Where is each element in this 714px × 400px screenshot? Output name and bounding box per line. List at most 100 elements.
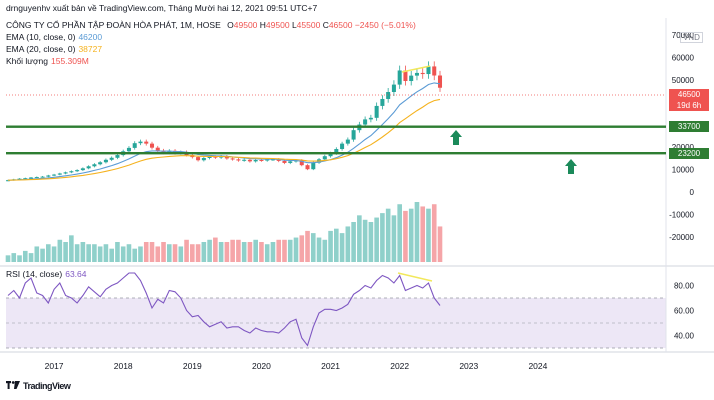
- volume-bar: [132, 248, 138, 262]
- rsi-line: [7, 272, 441, 347]
- legend-ema10[interactable]: EMA (10, close, 0) 46200: [6, 32, 103, 42]
- volume-bar: [5, 255, 11, 262]
- price-tick-label: -20000: [669, 233, 694, 242]
- candle: [374, 102, 379, 121]
- ema-lines: [7, 82, 441, 181]
- time-tick-label: 2024: [528, 361, 547, 371]
- time-tick-label: 2018: [114, 361, 133, 371]
- candle: [63, 171, 68, 175]
- candle: [86, 165, 91, 170]
- candle-body: [305, 165, 310, 170]
- candle-body: [207, 156, 212, 158]
- volume-bar: [172, 244, 178, 262]
- volume-bar: [310, 233, 316, 262]
- candle: [29, 176, 34, 179]
- candle-body: [334, 149, 339, 154]
- candle-body: [253, 160, 258, 162]
- candle: [340, 141, 345, 151]
- candle-body: [126, 147, 131, 152]
- candle: [149, 141, 155, 150]
- candle-body: [103, 159, 108, 163]
- volume-bar: [322, 239, 328, 262]
- candle-body: [414, 72, 419, 76]
- volume-bar: [293, 237, 299, 262]
- rsi-divergence-line[interactable]: [397, 272, 433, 282]
- volume-bar: [305, 230, 310, 262]
- time-tick-label: 2021: [321, 361, 340, 371]
- time-tick-label: 2017: [45, 361, 64, 371]
- candle-body: [397, 70, 402, 85]
- legend-ema20[interactable]: EMA (20, close, 0) 38727: [6, 44, 103, 54]
- candle-body: [236, 159, 241, 161]
- candle-body: [75, 170, 80, 172]
- time-tick-label: 2020: [252, 361, 271, 371]
- candle: [132, 141, 137, 150]
- volume-bar: [397, 204, 402, 262]
- volume-bar: [403, 210, 408, 262]
- candle: [426, 61, 431, 79]
- candle-body: [5, 180, 11, 182]
- candle-body: [403, 70, 408, 82]
- support-level-33700[interactable]: [6, 125, 666, 128]
- volume-bar: [155, 246, 161, 262]
- ema-20-line: [7, 98, 441, 181]
- volume-bar: [63, 242, 68, 262]
- support-level-23200[interactable]: [6, 152, 666, 155]
- volume-bar: [368, 222, 374, 262]
- candle: [23, 177, 28, 180]
- candle-body: [23, 178, 28, 180]
- volume-bar: [11, 253, 17, 262]
- volume-bar: [264, 244, 270, 262]
- volume-bar: [207, 239, 212, 262]
- candle-body: [132, 143, 137, 148]
- volume-bar: [431, 204, 437, 262]
- volume-bar: [178, 246, 184, 262]
- price-tick-label: 20000: [672, 143, 695, 152]
- candle-body: [138, 141, 143, 144]
- candle-body: [386, 92, 391, 99]
- candle: [138, 139, 143, 146]
- up-arrow-icon[interactable]: [565, 159, 577, 174]
- volume-bar: [391, 215, 397, 262]
- candle-body: [276, 159, 281, 161]
- candle-body: [380, 98, 385, 106]
- candle: [115, 153, 120, 160]
- volume-bar: [414, 202, 420, 262]
- volume-bar: [143, 242, 149, 262]
- candle: [363, 116, 368, 128]
- volume-bar: [253, 239, 258, 262]
- candle: [46, 174, 51, 178]
- candle: [253, 158, 258, 163]
- legend-volume[interactable]: Khối lượng 155.309M: [6, 56, 89, 66]
- currency-label: VND: [680, 32, 703, 43]
- rsi-tick-label: 80.00: [674, 282, 695, 291]
- candle-body: [437, 75, 443, 88]
- price-divergence-line[interactable]: [401, 65, 431, 73]
- candle-body: [242, 159, 247, 161]
- volume-bar: [218, 242, 224, 262]
- volume-bar: [385, 208, 391, 262]
- up-arrow-icon[interactable]: [450, 130, 462, 145]
- candle-body: [420, 72, 425, 75]
- rsi-tick-label: 60.00: [674, 307, 695, 316]
- candle: [201, 156, 206, 162]
- candle-body: [363, 119, 368, 125]
- volume-bar: [236, 239, 241, 262]
- volume-bar: [259, 242, 264, 262]
- candle: [69, 170, 74, 174]
- volume-bar: [115, 242, 120, 262]
- volume-bar: [34, 246, 40, 262]
- candle-body: [345, 139, 350, 144]
- candle-body: [52, 174, 57, 176]
- legend-rsi[interactable]: RSI (14, close) 63.64: [6, 269, 87, 279]
- volume-bar: [109, 248, 114, 262]
- candle-body: [282, 160, 287, 163]
- candle-body: [80, 168, 85, 171]
- candle-body: [374, 105, 379, 118]
- candle: [75, 169, 80, 173]
- candle: [144, 139, 149, 146]
- candle-body: [17, 178, 22, 180]
- price-tick-label: 0: [690, 188, 695, 197]
- tradingview-logo[interactable]: TradingView: [6, 381, 71, 391]
